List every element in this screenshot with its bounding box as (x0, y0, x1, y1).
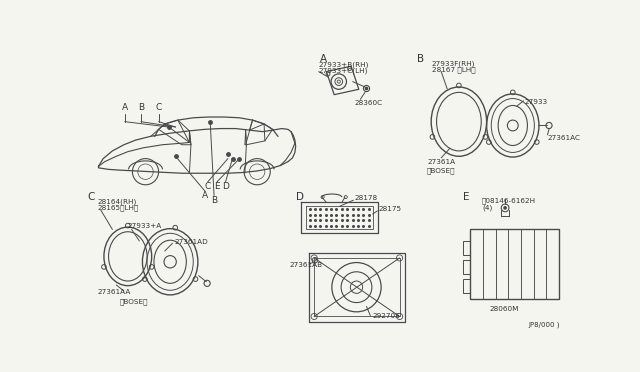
Bar (463, 241, 470, 255)
Text: 〈BOSE〉: 〈BOSE〉 (427, 168, 456, 174)
Text: 29270S: 29270S (372, 312, 401, 318)
Text: 28165〈LH〉: 28165〈LH〉 (97, 205, 138, 211)
Text: 28175: 28175 (378, 206, 401, 212)
Text: 27933: 27933 (524, 99, 547, 105)
Text: 27361AB: 27361AB (289, 262, 323, 268)
Text: 27933+C(LH): 27933+C(LH) (319, 68, 368, 74)
Bar (463, 279, 470, 294)
Bar (496, 230, 508, 299)
Text: D: D (223, 182, 229, 191)
Bar (534, 230, 547, 299)
Text: 27933F(RH): 27933F(RH) (432, 60, 476, 67)
Bar (463, 260, 470, 274)
Text: 28164(RH): 28164(RH) (97, 199, 136, 205)
Circle shape (504, 207, 506, 209)
Text: E: E (463, 192, 469, 202)
Text: 27933+B(RH): 27933+B(RH) (319, 62, 369, 68)
Bar (547, 230, 559, 299)
Text: 〈BOSE〉: 〈BOSE〉 (120, 299, 148, 305)
Text: 27933+A: 27933+A (128, 223, 162, 229)
Circle shape (365, 87, 367, 90)
Text: 08146-6162H
(4): 08146-6162H (4) (482, 197, 536, 211)
Text: A: A (122, 103, 128, 112)
Bar (483, 230, 496, 299)
Text: JP8/000 ): JP8/000 ) (528, 322, 560, 328)
Text: 27361AA: 27361AA (97, 289, 131, 295)
Text: B: B (138, 103, 144, 112)
Text: 28167 〈LH〉: 28167 〈LH〉 (432, 66, 476, 73)
Bar (470, 230, 483, 299)
Bar (470, 230, 559, 299)
Text: A: A (202, 191, 208, 200)
Text: 28360C: 28360C (355, 100, 383, 106)
Text: C: C (156, 103, 162, 112)
Text: 27361AC: 27361AC (547, 135, 580, 141)
Text: 28178: 28178 (355, 195, 378, 201)
Text: A: A (320, 54, 328, 64)
Text: C: C (88, 192, 95, 202)
Text: E: E (214, 182, 220, 191)
Bar (521, 230, 534, 299)
Text: B: B (211, 196, 217, 205)
Text: 27361A: 27361A (427, 158, 455, 164)
Text: 28060M: 28060M (490, 307, 519, 312)
Text: 27361AD: 27361AD (174, 239, 208, 245)
Text: C: C (205, 182, 211, 191)
Text: D: D (296, 192, 303, 202)
Text: B: B (417, 54, 424, 64)
Bar (508, 230, 521, 299)
